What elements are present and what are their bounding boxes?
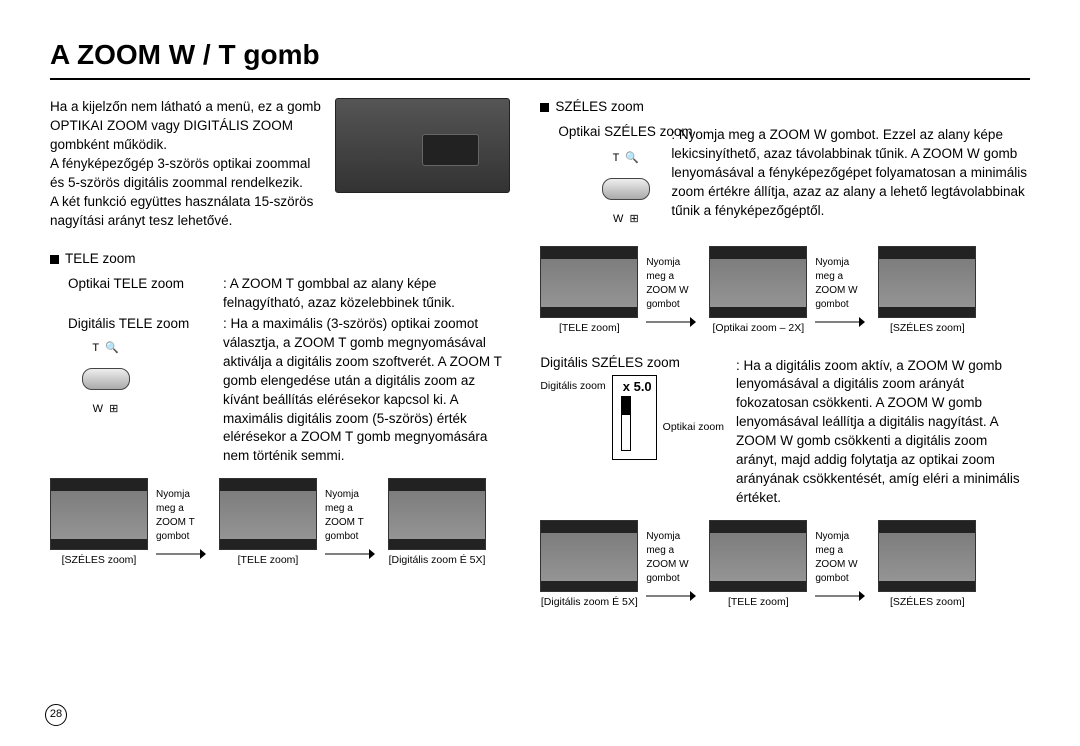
wide-heading: SZÉLES zoom [540,98,1030,117]
zoom-button-diagram: T 🔍 W ⊞ [78,339,133,419]
tele-heading: TELE zoom [50,250,510,269]
tele-optic-term: Optikai TELE zoom [68,275,223,313]
zoom-indicator-diagram: Digitális zoom x 5.0 Optikai zoom [540,375,724,508]
thumb [540,520,638,592]
tele-thumbnails: [SZÉLES zoom] Nyomja meg a ZOOM T gombot… [50,478,510,568]
arrow-label: Nyomja meg a ZOOM W gombot [815,520,870,602]
intro-text: Ha a kijelzőn nem látható a menü, ez a g… [50,98,323,230]
thumb [709,520,807,592]
wide-digital-term: Digitális SZÉLES zoom [540,354,695,373]
page-number: 28 [45,704,67,726]
arrow-label: Nyomja meg a ZOOM T gombot [156,478,211,560]
caption: [Digitális zoom É 5X] [389,553,486,568]
camera-illustration [335,98,510,193]
caption: [SZÉLES zoom] [890,321,965,336]
arrow-label: Nyomja meg a ZOOM W gombot [646,520,701,602]
page-title: A ZOOM W / T gomb [50,35,1030,80]
thumb [878,520,976,592]
thumb-wide [50,478,148,550]
wide-optic-thumbnails: [TELE zoom] Nyomja meg a ZOOM W gombot [… [540,246,1030,336]
arrow-label: Nyomja meg a ZOOM W gombot [646,246,701,328]
arrow-label: Nyomja meg a ZOOM T gombot [325,478,380,560]
caption: [TELE zoom] [559,321,620,336]
intro-p2: A fényképezőgép 3-szörös optikai zoommal… [50,155,323,193]
tele-optic-desc: A ZOOM T gombbal az alany képe felnagyít… [223,275,510,313]
wide-digital-thumbnails: [Digitális zoom É 5X] Nyomja meg a ZOOM … [540,520,1030,610]
tele-digital-term: Digitális TELE zoom T 🔍 W ⊞ [68,315,223,466]
main-columns: Ha a kijelzőn nem látható a menü, ez a g… [50,98,1030,609]
tele-digital-desc: Ha a maximális (3-szörös) optikai zoomot… [223,315,510,466]
caption: [TELE zoom] [238,553,299,568]
wide-digital-desc: Ha a digitális zoom aktív, a ZOOM W gomb… [736,358,1020,505]
tele-heading-text: TELE zoom [65,250,136,269]
arrow-label: Nyomja meg a ZOOM W gombot [815,246,870,328]
zoom-button-diagram: T 🔍 W ⊞ [598,149,653,229]
caption: [Digitális zoom É 5X] [541,595,638,610]
magnification-value: x 5.0 [623,378,652,396]
caption: [TELE zoom] [728,595,789,610]
caption: [SZÉLES zoom] [890,595,965,610]
thumb-tele [219,478,317,550]
caption: [SZÉLES zoom] [62,553,137,568]
intro-p1: Ha a kijelzőn nem látható a menü, ez a g… [50,98,323,155]
left-column: Ha a kijelzőn nem látható a menü, ez a g… [50,98,510,609]
thumb [878,246,976,318]
thumb [540,246,638,318]
thumb-digital5x [388,478,486,550]
bullet-icon [540,103,549,112]
wide-heading-text: SZÉLES zoom [555,98,644,117]
intro-p3: A két funkció együttes használata 15-szö… [50,193,323,231]
caption: [Optikai zoom – 2X] [713,321,805,336]
wide-optic-desc: Nyomja meg a ZOOM W gombot. Ezzel az ala… [671,127,1027,218]
thumb [709,246,807,318]
right-column: SZÉLES zoom Optikai SZÉLES zoom T 🔍 W ⊞ … [540,98,1030,609]
bullet-icon [50,255,59,264]
